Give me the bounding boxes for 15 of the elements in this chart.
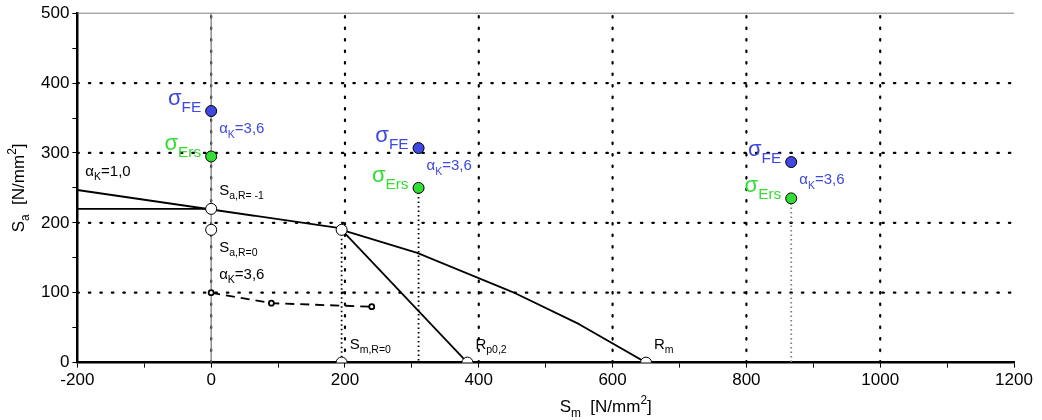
- x-tick-label: 200: [330, 370, 360, 390]
- y-tick-label: 100: [40, 282, 70, 302]
- x-tick-label: 0: [206, 370, 216, 390]
- y-tick-label: 0: [59, 352, 70, 372]
- y-tick-label: 400: [40, 72, 70, 92]
- x-tick-label: 400: [464, 370, 493, 390]
- y-axis-title: Sa [N/mm2]: [5, 143, 33, 233]
- y-tick-label: 200: [40, 212, 70, 232]
- x-tick-label: 1200: [995, 370, 1033, 390]
- x-tick-label: 800: [732, 370, 761, 390]
- x-tick-label: 1000: [861, 370, 900, 390]
- x-tick-label: 600: [598, 370, 627, 390]
- y-tick-label: 500: [40, 2, 70, 22]
- y-tick-label: 300: [40, 142, 70, 162]
- x-tick-label: -200: [60, 370, 95, 390]
